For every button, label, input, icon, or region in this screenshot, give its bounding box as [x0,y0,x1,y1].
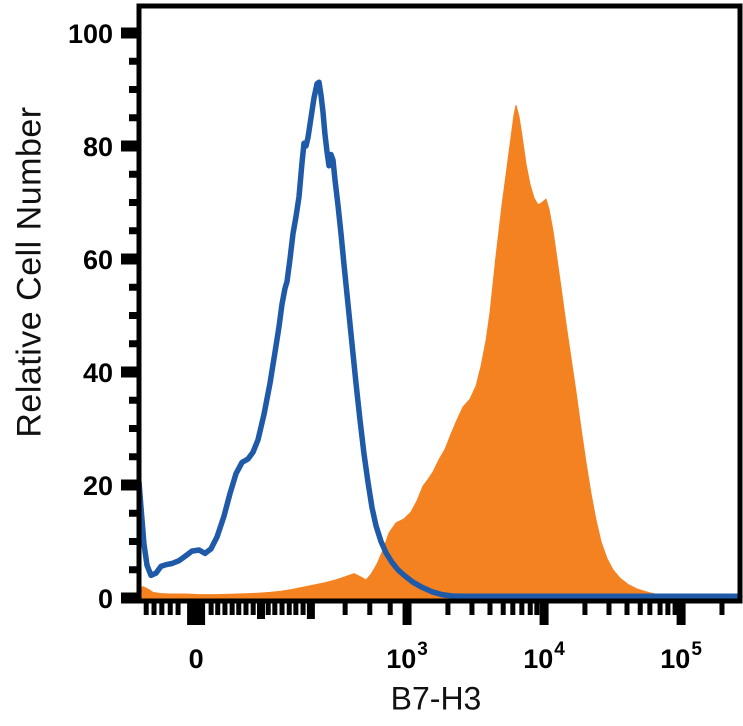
series-open_histogram_control [136,79,743,600]
y-tick-label: 60 [83,245,113,275]
y-tick-label: 80 [83,132,113,162]
y-tick-label: 100 [68,19,113,49]
x-tick-label: 104 [523,639,565,674]
series-filled_histogram_stained [138,105,740,599]
y-axis-title: Relative Cell Number [10,106,49,438]
y-tick-label: 0 [98,584,113,614]
y-tick-label: 20 [83,471,113,501]
x-tick-label: 0 [189,644,204,674]
x-tick-label: 105 [660,639,702,674]
x-tick-label: 103 [386,639,428,674]
y-tick-label: 40 [83,358,113,388]
plot-frame [136,3,743,604]
x-axis-title: B7-H3 [390,680,482,717]
